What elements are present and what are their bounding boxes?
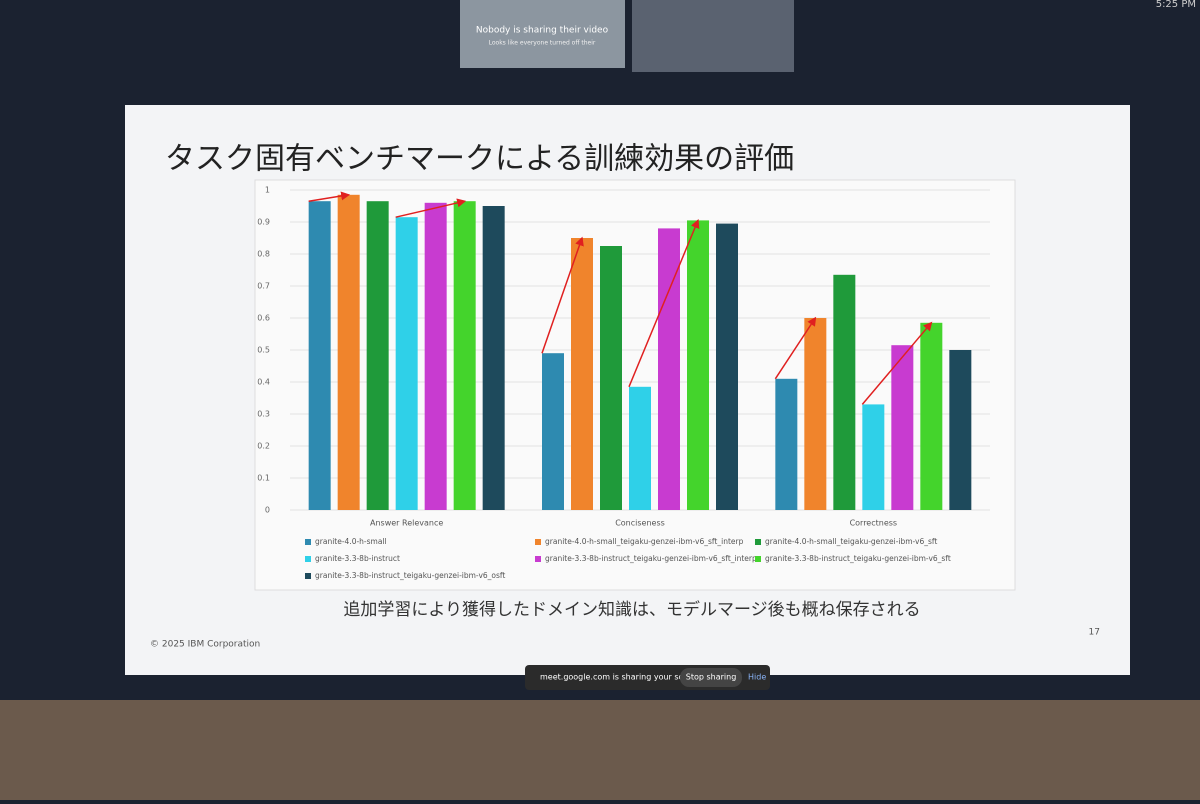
tile-subtitle: Looks like everyone turned off their	[489, 40, 596, 47]
slide-title: タスク固有ベンチマークによる訓練効果の評価	[165, 142, 794, 177]
bar	[658, 228, 680, 510]
x-tick-label: Conciseness	[615, 519, 665, 528]
arrow	[395, 198, 467, 218]
legend-label: granite-3.3-8b-instruct_teigaku-genzei-i…	[315, 571, 505, 580]
bar	[775, 378, 798, 510]
legend-label: granite-4.0-h-small_teigaku-genzei-ibm-v…	[545, 537, 744, 546]
bar	[629, 386, 651, 510]
legend-label: granite-4.0-h-small	[315, 537, 387, 546]
legend-swatch	[305, 573, 311, 579]
y-tick-label: 0	[265, 506, 270, 515]
bar	[337, 194, 360, 511]
y-tick-label: 0.8	[257, 250, 270, 259]
share-notice: meet.google.com is sharing your screen.	[540, 673, 704, 682]
copyright: © 2025 IBM Corporation	[150, 640, 260, 650]
hide-button[interactable]: Hide	[748, 673, 766, 682]
bar	[804, 318, 827, 510]
bar	[716, 223, 738, 510]
y-tick-label: 0.2	[257, 442, 270, 451]
bar	[891, 345, 914, 510]
bar	[833, 274, 856, 510]
legend-swatch	[305, 539, 311, 545]
legend-swatch	[535, 556, 541, 562]
bar	[308, 201, 331, 510]
legend-label: granite-3.3-8b-instruct	[315, 554, 400, 563]
wall	[0, 700, 1200, 800]
arrow	[861, 321, 933, 405]
legend-label: granite-3.3-8b-instruct_teigaku-genzei-i…	[545, 554, 757, 563]
legend-swatch	[755, 556, 761, 562]
legend-label: granite-4.0-h-small_teigaku-genzei-ibm-v…	[765, 537, 937, 546]
bar	[424, 202, 447, 511]
y-tick-label: 0.9	[257, 218, 270, 227]
y-tick-label: 0.4	[257, 378, 270, 387]
bar	[949, 350, 972, 510]
meet-tile	[460, 0, 625, 68]
y-tick-label: 0.6	[257, 314, 270, 323]
legend-swatch	[305, 556, 311, 562]
bar	[600, 246, 622, 510]
stop-label[interactable]: Stop sharing	[686, 673, 737, 682]
legend-swatch	[535, 539, 541, 545]
bar	[571, 238, 593, 510]
bar	[453, 201, 476, 510]
arrow	[774, 316, 817, 380]
y-tick-label: 1	[265, 186, 270, 195]
arrow	[541, 236, 584, 354]
x-tick-label: Correctness	[850, 519, 898, 528]
y-tick-label: 0.3	[257, 410, 270, 419]
legend-swatch	[755, 539, 761, 545]
stop-button[interactable]	[680, 668, 742, 687]
bar	[542, 353, 564, 510]
bar	[366, 201, 389, 510]
y-tick-label: 0.5	[257, 346, 270, 355]
y-tick-label: 0.1	[257, 474, 270, 483]
arrow	[628, 219, 700, 388]
bar	[482, 206, 505, 510]
legend-label: granite-3.3-8b-instruct_teigaku-genzei-i…	[765, 554, 951, 563]
y-tick-label: 0.7	[257, 282, 270, 291]
clock: 5:25 PM	[1156, 0, 1196, 10]
caption: 追加学習により獲得したドメイン知識は、モデルマージ後も概ね保存される	[343, 599, 920, 620]
arrow	[308, 191, 351, 202]
bar	[687, 220, 709, 510]
tile-title: Nobody is sharing their video	[476, 26, 609, 36]
bar	[862, 404, 885, 510]
bar	[395, 217, 418, 510]
bar	[920, 322, 943, 510]
camera-tile	[632, 0, 794, 72]
x-tick-label: Answer Relevance	[370, 519, 443, 528]
page-number: 17	[1089, 628, 1100, 638]
